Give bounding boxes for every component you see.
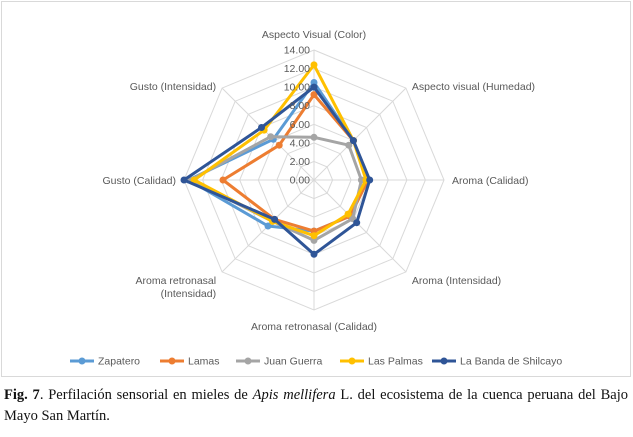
- axis-label-line: Aspecto Visual (Color): [262, 29, 366, 41]
- data-point: [310, 61, 318, 69]
- tick-label: 12.00: [284, 63, 310, 75]
- legend-swatch-marker: [440, 357, 448, 365]
- grid-spoke: [313, 179, 407, 273]
- legend-swatch-marker: [348, 357, 356, 365]
- legend-label: Lamas: [188, 356, 220, 368]
- data-point: [275, 141, 283, 149]
- data-point: [353, 219, 361, 227]
- axis-label-line: (Intensidad): [161, 288, 216, 300]
- data-point: [258, 124, 265, 131]
- axis-label-line: Gusto (Intensidad): [130, 81, 216, 93]
- data-point: [180, 176, 188, 184]
- legend-item: Lamas: [160, 356, 220, 368]
- legend-swatch-marker: [78, 357, 86, 365]
- caption-text-before: . Perfilación sensorial en mieles de: [39, 387, 253, 403]
- axis-label: Aroma retronasal (Calidad): [251, 321, 377, 333]
- axis-label: Aroma (Intensidad): [412, 275, 501, 287]
- caption-text-after: L. del ecosistema de la cuenca peruana d…: [4, 387, 628, 424]
- data-point: [310, 83, 318, 91]
- axis-label: Aroma retronasal (Intensidad): [136, 275, 217, 300]
- series-las-palmas: [190, 61, 370, 240]
- tick-label: 10.00: [284, 82, 310, 94]
- legend-label: Juan Guerra: [264, 356, 323, 368]
- legend-label: Las Palmas: [368, 356, 423, 368]
- axis-label: Gusto (Intensidad): [130, 81, 216, 93]
- axis-label: Gusto (Calidad): [102, 175, 176, 187]
- data-point: [349, 137, 357, 145]
- data-point: [344, 210, 352, 218]
- series-la-banda-de-shilcayo: [180, 83, 374, 258]
- data-point: [310, 91, 318, 99]
- axis-label: Aroma (Calidad): [452, 175, 528, 187]
- legend-item: Las Palmas: [340, 356, 423, 368]
- axis-label-line: Gusto (Calidad): [102, 175, 176, 187]
- series-line: [192, 63, 368, 238]
- data-point: [271, 215, 279, 223]
- tick-label: 0.00: [290, 175, 311, 187]
- legend-item: La Banda de Shilcayo: [432, 356, 562, 368]
- data-point: [345, 141, 353, 149]
- legend-item: Zapatero: [70, 356, 140, 368]
- radar-grid: [183, 49, 445, 311]
- axis-label-line: Aroma (Intensidad): [412, 275, 501, 287]
- data-point: [267, 133, 275, 141]
- radar-chart: 0.00 2.00 4.00 6.00 8.00 10.00 12.00 14.00 Aspec…: [70, 29, 562, 368]
- legend-swatch-marker: [168, 357, 176, 365]
- legend-swatch-marker: [244, 357, 252, 365]
- axis-label-line: Aroma retronasal (Calidad): [251, 321, 377, 333]
- data-point: [366, 176, 374, 184]
- grid-spoke: [221, 87, 315, 181]
- axis-label: Aspecto visual (Humedad): [412, 81, 535, 93]
- tick-label: 14.00: [284, 45, 310, 57]
- data-point: [310, 232, 318, 240]
- data-point: [219, 176, 227, 184]
- tick-label: 4.00: [290, 137, 311, 149]
- axis-label: Aspecto Visual (Color): [262, 29, 366, 41]
- data-point: [310, 250, 318, 258]
- legend-label: La Banda de Shilcayo: [460, 356, 562, 368]
- axis-label-line: Aspecto visual (Humedad): [412, 81, 535, 93]
- data-point: [190, 176, 198, 184]
- caption-label: Fig. 7: [4, 387, 40, 403]
- tick-label: 6.00: [290, 119, 311, 131]
- legend-label: Zapatero: [98, 356, 140, 368]
- data-point: [264, 222, 272, 230]
- axis-label-line: Aroma retronasal: [136, 275, 217, 287]
- tick-label: 2.00: [290, 156, 311, 168]
- caption-species: Apis mellifera: [252, 387, 336, 403]
- legend-item: Juan Guerra: [236, 356, 323, 368]
- axis-label-line: Aroma (Calidad): [452, 175, 528, 187]
- figure-caption: Fig. 7. Perfilación sensorial en mieles …: [4, 385, 628, 427]
- grid-spoke: [313, 87, 407, 181]
- tick-label: 8.00: [290, 100, 311, 112]
- data-point: [310, 133, 318, 141]
